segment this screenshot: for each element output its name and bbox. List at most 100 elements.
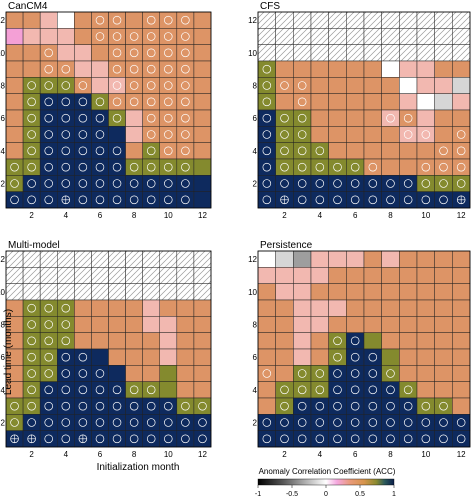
significance-circle: [386, 385, 395, 395]
heatmap-cell: [452, 44, 471, 62]
heatmap-cell: [5, 414, 24, 431]
heatmap-cell: [176, 430, 195, 448]
heatmap-cell: [434, 126, 453, 143]
heatmap-cell: [125, 430, 143, 448]
significance-circle: [61, 130, 71, 139]
heatmap-cell: [328, 332, 347, 350]
heatmap-cell: [57, 283, 75, 301]
heatmap-cell: [91, 414, 109, 431]
significance-circle: [315, 418, 325, 427]
significance-circle: [61, 303, 71, 313]
x-tick-label: 8: [388, 450, 393, 459]
heatmap-cell: [257, 332, 276, 350]
heatmap-cell: [57, 109, 75, 127]
heatmap-cell: [399, 11, 418, 29]
heatmap-cell: [108, 430, 126, 448]
heatmap-cell: [452, 332, 471, 350]
significance-cross: [10, 434, 19, 443]
heatmap-cell: [381, 60, 400, 78]
significance-circle: [350, 179, 360, 188]
significance-circle: [350, 162, 360, 172]
heatmap-cell: [39, 142, 58, 160]
heatmap-cell: [328, 267, 347, 284]
heatmap-cell: [142, 365, 160, 382]
heatmap-cell: [434, 365, 453, 382]
significance-circle: [181, 64, 190, 74]
heatmap-cell: [125, 93, 143, 111]
heatmap-cell: [381, 191, 400, 209]
significance-circle: [129, 97, 139, 107]
x-tick-label: 4: [318, 211, 323, 220]
significance-circle: [181, 162, 190, 172]
heatmap-cell: [434, 332, 453, 350]
heatmap-cell: [193, 109, 212, 127]
heatmap-cell: [434, 316, 453, 333]
heatmap-cell: [434, 414, 453, 431]
heatmap-cell: [346, 11, 365, 29]
significance-circle: [27, 369, 36, 378]
significance-circle: [61, 97, 71, 107]
significance-circle: [129, 64, 139, 74]
heatmap-cell: [452, 77, 471, 94]
significance-circle: [350, 434, 360, 444]
heatmap-cell: [416, 348, 435, 366]
panel-cfs: CFS 2 4 6 8 10 12 2 4 6 8 10 12: [248, 1, 471, 220]
significance-circle: [129, 32, 139, 41]
heatmap-cell: [363, 381, 382, 399]
x-tick-label: 4: [64, 211, 69, 220]
colorbar: Anomaly Correlation Coefficient (ACC) -1…: [255, 467, 396, 498]
heatmap-cell: [293, 283, 312, 301]
heatmap-cell: [434, 250, 453, 268]
heatmap-cell: [108, 316, 126, 333]
y-tick-label: 2: [253, 419, 258, 428]
significance-circle: [181, 401, 190, 411]
colorbar-tick-label: 0.5: [355, 491, 365, 498]
significance-circle: [44, 418, 53, 427]
colorbar-tick-label: -1: [255, 491, 261, 498]
heatmap-cell: [416, 267, 435, 284]
heatmap-cell: [257, 60, 276, 78]
heatmap-cell: [452, 316, 471, 333]
x-tick-label: 12: [457, 450, 466, 459]
heatmap-cell: [176, 414, 195, 431]
significance-circle: [280, 434, 289, 444]
significance-circle: [78, 401, 88, 411]
heatmap-cell: [328, 158, 347, 176]
heatmap-cell: [363, 175, 382, 192]
heatmap-cell: [91, 250, 109, 268]
heatmap-cell: [22, 316, 41, 333]
heatmap-cell: [108, 348, 126, 366]
heatmap-cell: [381, 348, 400, 366]
heatmap-cell: [57, 348, 75, 366]
heatmap-cell: [257, 28, 276, 45]
heatmap-cell: [363, 430, 382, 448]
heatmap-cell: [39, 348, 58, 366]
heatmap-cell: [125, 158, 143, 176]
heatmap-cell: [310, 109, 329, 127]
significance-circle: [181, 434, 190, 444]
heatmap-cell: [381, 397, 400, 415]
significance-circle: [403, 385, 413, 395]
significance-circle: [78, 179, 88, 188]
heatmap-cell: [416, 316, 435, 333]
heatmap-cell: [399, 332, 418, 350]
significance-circle: [368, 352, 378, 362]
heatmap-cell: [434, 267, 453, 284]
heatmap-cell: [193, 44, 212, 62]
heatmap-cell: [108, 126, 126, 143]
heatmap-cell: [5, 191, 24, 209]
heatmap-cell: [416, 250, 435, 268]
heatmap-cell: [328, 44, 347, 62]
colorbar-tick-label: -0.5: [286, 491, 298, 498]
heatmap-cell: [293, 348, 312, 366]
x-tick-label: 8: [388, 211, 393, 220]
y-tick-label: 10: [0, 288, 6, 297]
y-tick-label: 4: [253, 147, 258, 156]
y-tick-label: 2: [1, 419, 6, 428]
heatmap-cell: [108, 267, 126, 284]
heatmap-cell: [257, 267, 276, 284]
heatmap-cell: [39, 299, 58, 317]
significance-circle: [439, 146, 448, 156]
heatmap-cell: [57, 44, 75, 62]
significance-circle: [61, 434, 71, 444]
